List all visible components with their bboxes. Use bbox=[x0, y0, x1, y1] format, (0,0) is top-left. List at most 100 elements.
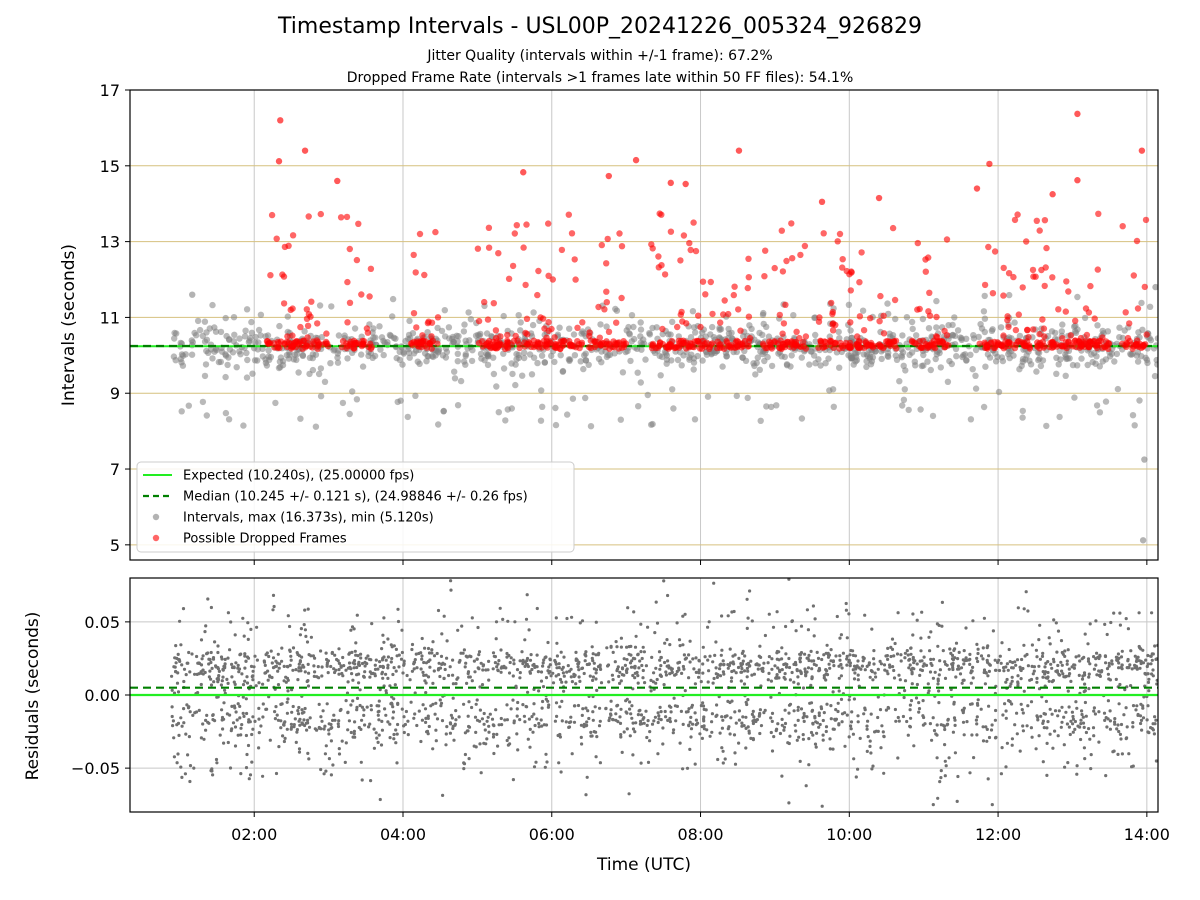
residual-point bbox=[1119, 655, 1124, 659]
residual-point bbox=[396, 702, 400, 707]
interval-point bbox=[1062, 372, 1069, 379]
dropped-frame-point bbox=[1039, 316, 1046, 323]
residual-point bbox=[321, 709, 325, 713]
residual-point bbox=[336, 722, 340, 726]
dropped-frame-point bbox=[1032, 273, 1039, 280]
interval-point bbox=[913, 332, 920, 339]
residual-point bbox=[993, 668, 998, 672]
residual-point bbox=[1038, 623, 1042, 627]
residual-point bbox=[480, 717, 484, 721]
residual-point bbox=[527, 628, 531, 632]
residual-point bbox=[739, 664, 743, 668]
residual-point bbox=[943, 727, 947, 732]
residual-point bbox=[230, 704, 234, 709]
residual-point bbox=[221, 727, 225, 731]
residual-point bbox=[548, 663, 552, 667]
interval-point bbox=[648, 421, 655, 428]
residual-point bbox=[389, 702, 393, 706]
interval-point bbox=[203, 347, 210, 355]
residual-point bbox=[1108, 727, 1112, 731]
residual-point bbox=[326, 659, 330, 663]
interval-point bbox=[392, 335, 399, 342]
interval-point bbox=[495, 409, 502, 416]
interval-point bbox=[754, 354, 761, 361]
residual-point bbox=[491, 651, 496, 655]
residual-point bbox=[1116, 652, 1120, 656]
residual-point bbox=[481, 668, 485, 672]
residual-point bbox=[506, 619, 510, 623]
residual-point bbox=[1066, 761, 1070, 765]
dropped-frame-point bbox=[686, 239, 693, 247]
residual-point bbox=[666, 593, 670, 598]
residual-point bbox=[352, 659, 357, 663]
residual-point bbox=[787, 578, 791, 581]
residual-point bbox=[547, 671, 551, 675]
interval-point bbox=[637, 319, 644, 326]
dropped-frame-point bbox=[277, 117, 284, 124]
residual-point bbox=[815, 650, 819, 655]
dropped-frame-point bbox=[839, 264, 846, 271]
dropped-frame-point bbox=[779, 330, 786, 337]
residual-point bbox=[203, 630, 207, 634]
residual-point bbox=[270, 661, 274, 665]
dropped-frame-point bbox=[820, 230, 827, 237]
dropped-frame-point bbox=[410, 251, 417, 259]
residual-point bbox=[1086, 659, 1091, 663]
residual-point bbox=[952, 648, 956, 653]
interval-point bbox=[817, 362, 824, 369]
dropped-frame-point bbox=[616, 230, 623, 237]
interval-point bbox=[662, 350, 670, 357]
dropped-frame-point bbox=[304, 322, 312, 329]
residual-point bbox=[213, 640, 217, 644]
residual-point bbox=[714, 666, 718, 670]
residual-point bbox=[230, 675, 234, 679]
residual-point bbox=[271, 666, 276, 670]
dropped-frame-point bbox=[667, 228, 675, 235]
interval-point bbox=[781, 353, 788, 361]
residual-point bbox=[560, 680, 564, 684]
residual-point bbox=[539, 679, 544, 683]
residual-point bbox=[772, 735, 776, 739]
residual-point bbox=[918, 659, 922, 663]
residual-point bbox=[241, 695, 245, 699]
residual-point bbox=[564, 720, 568, 724]
residual-point bbox=[651, 680, 656, 684]
residual-point bbox=[434, 701, 438, 705]
residual-point bbox=[957, 650, 961, 655]
residual-point bbox=[305, 640, 310, 644]
residual-point bbox=[303, 706, 307, 711]
residual-point bbox=[1067, 705, 1071, 709]
residual-point bbox=[368, 675, 372, 679]
residual-point bbox=[219, 683, 223, 687]
residual-point bbox=[920, 668, 925, 673]
residual-point bbox=[358, 703, 362, 708]
residual-point bbox=[436, 668, 440, 672]
residual-point bbox=[1098, 654, 1102, 658]
residual-point bbox=[733, 751, 737, 755]
residual-point bbox=[239, 726, 243, 730]
residual-point bbox=[759, 724, 764, 728]
residual-point bbox=[746, 669, 750, 673]
residual-point bbox=[1030, 735, 1034, 739]
residual-point bbox=[732, 662, 736, 666]
residual-point bbox=[499, 670, 503, 674]
interval-point bbox=[627, 357, 634, 365]
residual-point bbox=[495, 665, 499, 669]
residual-point bbox=[376, 667, 380, 671]
residual-point bbox=[1113, 717, 1117, 721]
dropped-frame-point bbox=[873, 342, 881, 350]
residual-point bbox=[291, 646, 296, 650]
residual-point bbox=[1155, 682, 1158, 686]
interval-point bbox=[371, 352, 379, 360]
residual-point bbox=[193, 672, 197, 676]
residual-point bbox=[587, 662, 592, 666]
dropped-frame-point bbox=[768, 345, 776, 352]
residual-point bbox=[697, 675, 701, 679]
residual-point bbox=[940, 624, 944, 628]
residual-point bbox=[1015, 711, 1019, 715]
residual-point bbox=[715, 703, 719, 707]
residual-point bbox=[419, 651, 423, 655]
residual-point bbox=[646, 719, 650, 723]
residual-point bbox=[180, 775, 184, 780]
interval-point bbox=[951, 314, 958, 321]
